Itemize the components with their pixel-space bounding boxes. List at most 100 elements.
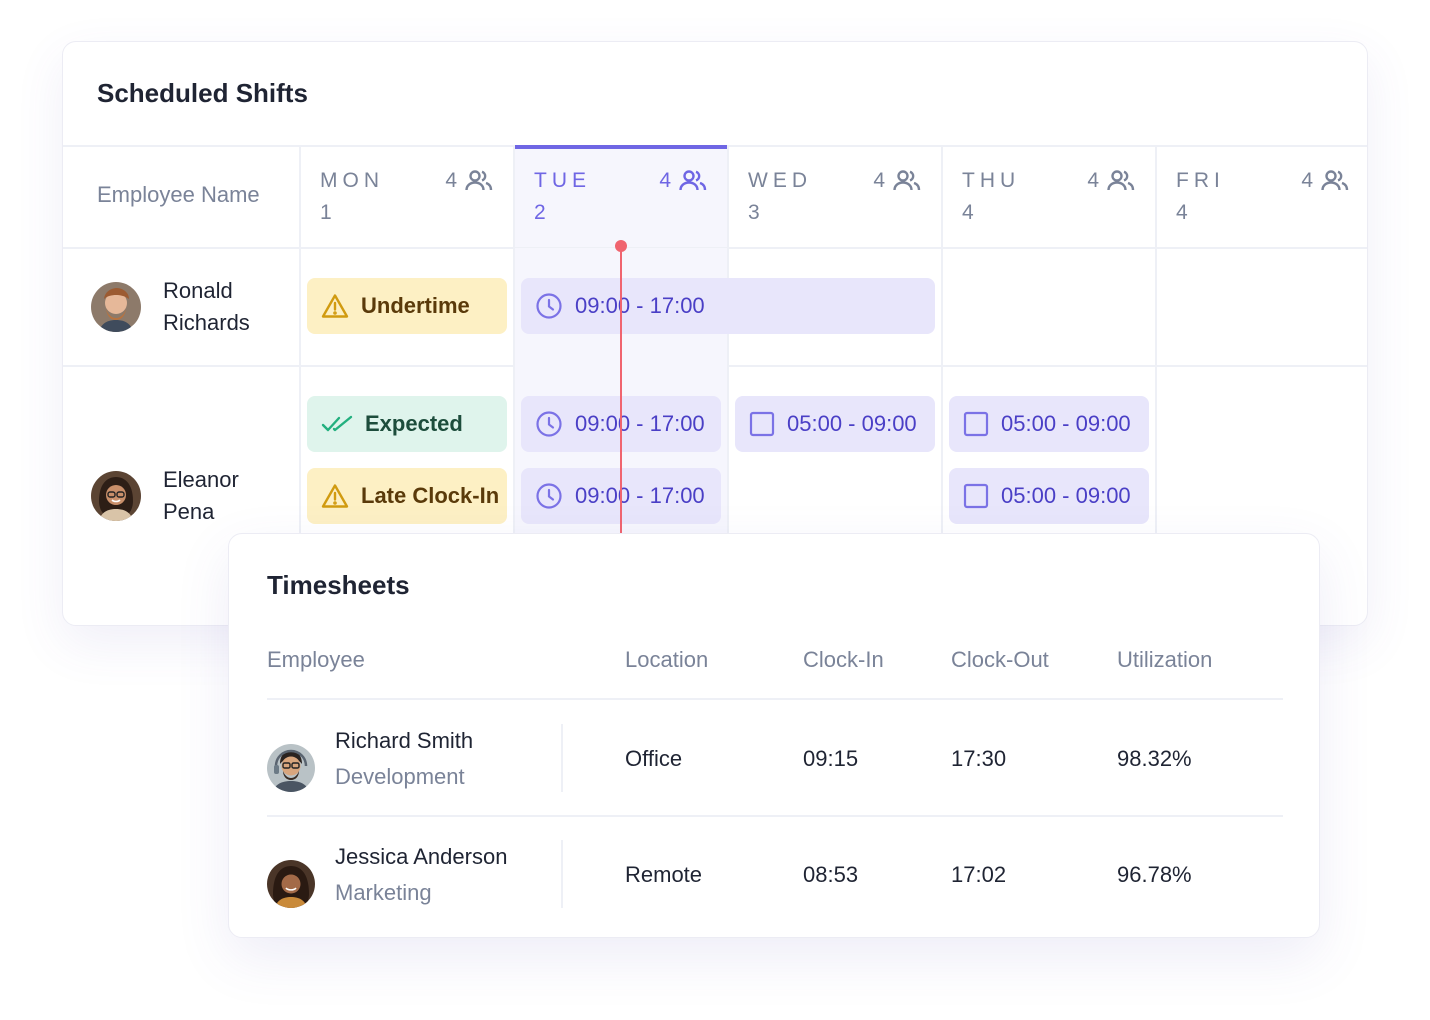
clock-out-cell: 17:02 [951,862,1007,887]
shift-time: 05:00 - 09:00 [1001,411,1131,436]
people-icon [893,170,921,191]
first-name: Eleanor [163,467,239,492]
active-day-indicator [515,145,727,149]
clock-icon [536,293,562,319]
timesheets-card: Timesheets Employee Location Clock-In Cl… [228,533,1320,938]
utilization-cell: 98.32% [1117,746,1192,771]
staff-count: 4 [1301,169,1349,193]
column-divider [941,145,943,625]
staff-count: 4 [445,169,493,193]
location-cell: Office [625,746,683,771]
avatar [91,282,141,332]
column-divider [513,145,515,625]
expected-status-chip[interactable]: Expected [307,396,507,452]
shift-time: 05:00 - 09:00 [787,411,917,436]
staff-count-value: 4 [445,169,457,192]
day-header-thu[interactable]: THU 4 4 [943,145,1155,247]
warning-icon [321,294,349,318]
scheduled-shifts-title: Scheduled Shifts [97,78,308,108]
timesheets-title: Timesheets [267,570,410,600]
column-divider [299,145,301,625]
cell-divider [561,840,563,908]
clock-in-cell: 09:15 [803,746,859,771]
shift-time: 09:00 - 17:00 [575,411,705,436]
shift-block[interactable]: 05:00 - 09:00 [949,396,1149,452]
people-icon [465,170,493,191]
column-header-clock-out[interactable]: Clock-Out [951,647,1049,672]
clock-in-cell: 08:53 [803,862,859,887]
square-icon [963,411,989,437]
first-name: Ronald [163,278,233,303]
staff-count: 4 [1087,169,1135,193]
shift-time: 05:00 - 09:00 [1001,483,1131,508]
current-time-line [620,246,622,534]
day-name: MON [320,169,384,192]
employee-name: Richard Smith [335,728,474,753]
double-check-icon [321,415,353,432]
column-divider [727,145,729,625]
staff-count-value: 4 [659,169,671,192]
column-header-clock-in[interactable]: Clock-In [803,647,884,672]
day-header-mon[interactable]: MON 1 4 [301,145,513,247]
table-row[interactable]: Richard Smith Development Office 09:15 1… [267,724,1283,814]
people-icon [1321,170,1349,191]
employee-department: Marketing [335,880,432,905]
shift-block[interactable]: 05:00 - 09:00 [949,468,1149,524]
warning-icon [321,484,349,508]
employee-name: Eleanor Pena [163,464,273,528]
utilization-cell: 96.78% [1117,862,1192,887]
staff-count-value: 4 [873,169,885,192]
day-name: WED [748,169,812,192]
day-name: TUE [534,169,591,192]
day-header-fri[interactable]: FRI 4 4 [1157,145,1367,247]
day-date: 4 [962,201,974,224]
column-header-utilization[interactable]: Utilization [1117,647,1213,672]
employee-row-ronald[interactable]: Ronald Richards [91,275,273,339]
employee-row-eleanor[interactable]: Eleanor Pena [91,464,273,528]
staff-count-value: 4 [1301,169,1313,192]
day-date: 3 [748,201,760,224]
location-cell: Remote [625,862,703,887]
avatar [91,471,141,521]
employee-name: Jessica Anderson [335,844,508,869]
column-header-location[interactable]: Location [625,647,709,672]
square-icon [963,483,989,509]
table-row[interactable]: Jessica Anderson Marketing Remote 08:53 … [267,840,1283,930]
avatar [267,744,315,792]
shift-time: 09:00 - 17:00 [575,293,705,318]
day-date: 1 [320,201,332,224]
divider [267,815,1283,817]
column-header-employee[interactable]: Employee [267,647,365,672]
undertime-status-chip[interactable]: Undertime [307,278,507,334]
chip-label: Expected [365,411,463,436]
chip-label: Late Clock-In [361,483,500,508]
late-clock-in-status-chip[interactable]: Late Clock-In [307,468,507,524]
staff-count: 4 [659,169,707,193]
employee-name: Ronald Richards [163,275,273,339]
avatar [267,860,315,908]
last-name: Pena [163,499,215,524]
shift-block[interactable]: 05:00 - 09:00 [735,396,935,452]
chip-label: Undertime [361,293,470,318]
staff-count: 4 [873,169,921,193]
people-icon [1107,170,1135,191]
clock-out-cell: 17:30 [951,746,1007,771]
square-icon [749,411,775,437]
shift-block[interactable]: 09:00 - 17:00 [521,278,935,334]
staff-count-value: 4 [1087,169,1099,192]
day-header-wed[interactable]: WED 3 4 [729,145,941,247]
column-divider [1155,145,1157,625]
clock-icon [536,483,562,509]
people-icon [679,170,707,191]
employee-department: Development [335,764,465,789]
employee-name-header: Employee Name [97,182,260,207]
divider [267,698,1283,700]
last-name: Richards [163,310,250,335]
day-name: FRI [1176,169,1225,192]
day-date: 4 [1176,201,1188,224]
day-header-tue[interactable]: TUE 2 4 [515,145,727,247]
day-date: 2 [534,201,546,224]
day-name: THU [962,169,1021,192]
shift-time: 09:00 - 17:00 [575,483,705,508]
cell-divider [561,724,563,792]
